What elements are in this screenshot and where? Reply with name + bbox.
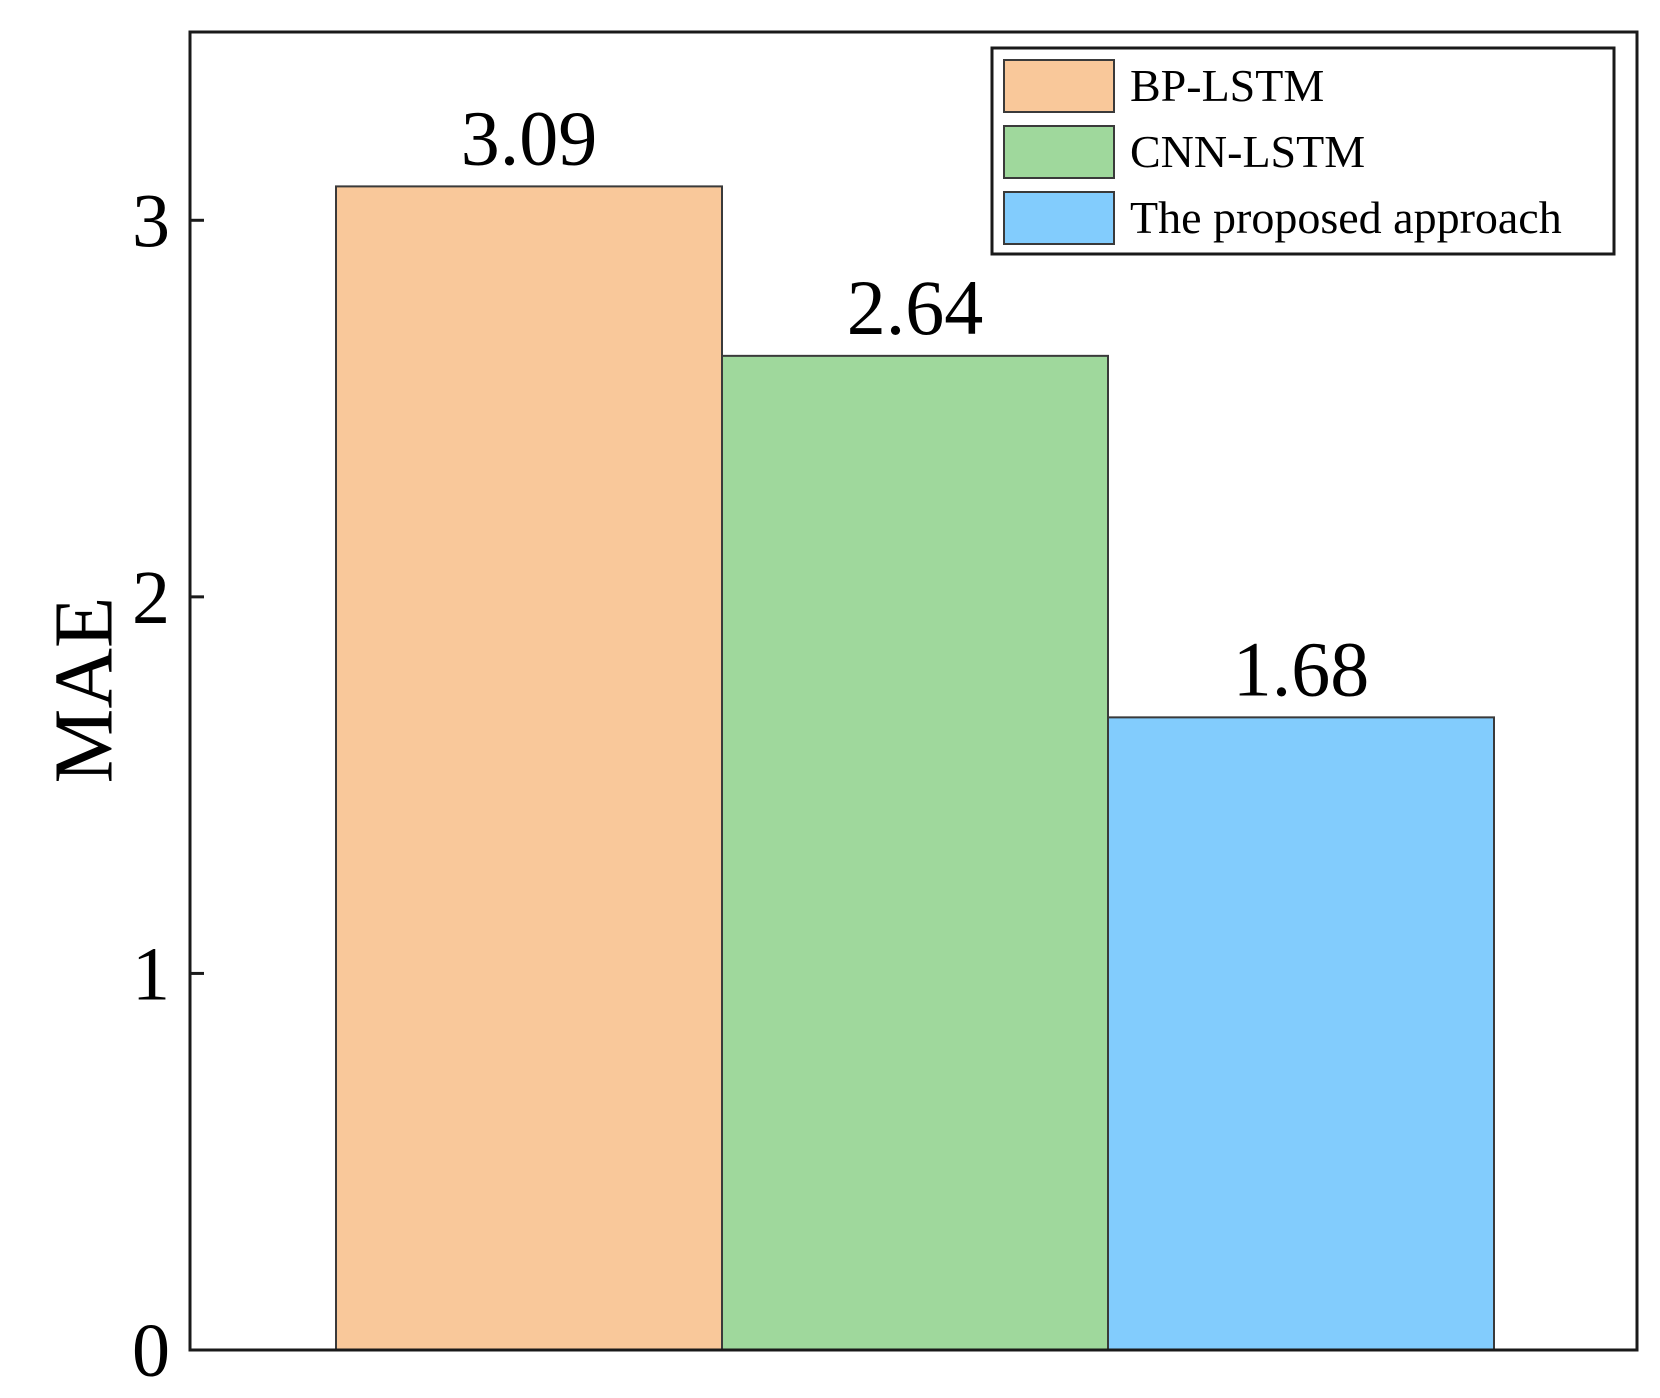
legend-swatch-3 — [1003, 191, 1115, 245]
bars-layer — [335, 185, 1495, 1351]
y-axis-ticks: 0 1 2 3 — [132, 179, 204, 1393]
legend-label-3: The proposed approach — [1130, 192, 1562, 243]
y-tick-label-1: 1 — [132, 932, 170, 1016]
bar-value-label-3: 1.68 — [1233, 625, 1370, 712]
value-labels-layer: 3.09 2.64 1.68 — [461, 94, 1370, 712]
legend-swatch-2 — [1003, 125, 1115, 179]
bar-2 — [721, 354, 1109, 1351]
bar-value-label-2: 2.64 — [847, 264, 984, 351]
y-tick-label-3: 3 — [132, 179, 170, 263]
legend-swatch-1 — [1003, 59, 1115, 113]
bar-value-label-1: 3.09 — [461, 94, 598, 181]
plot-frame — [188, 30, 1639, 1352]
bar-3 — [1107, 716, 1495, 1351]
y-tick-label-0: 0 — [132, 1309, 170, 1393]
y-axis-label: MAE — [37, 597, 130, 784]
legend-label-2: CNN-LSTM — [1130, 126, 1365, 177]
legend-label-1: BP-LSTM — [1130, 60, 1324, 111]
legend: BP-LSTM CNN-LSTM The proposed approach — [990, 46, 1616, 256]
y-tick-label-2: 2 — [132, 556, 170, 640]
bar-1 — [335, 185, 723, 1351]
